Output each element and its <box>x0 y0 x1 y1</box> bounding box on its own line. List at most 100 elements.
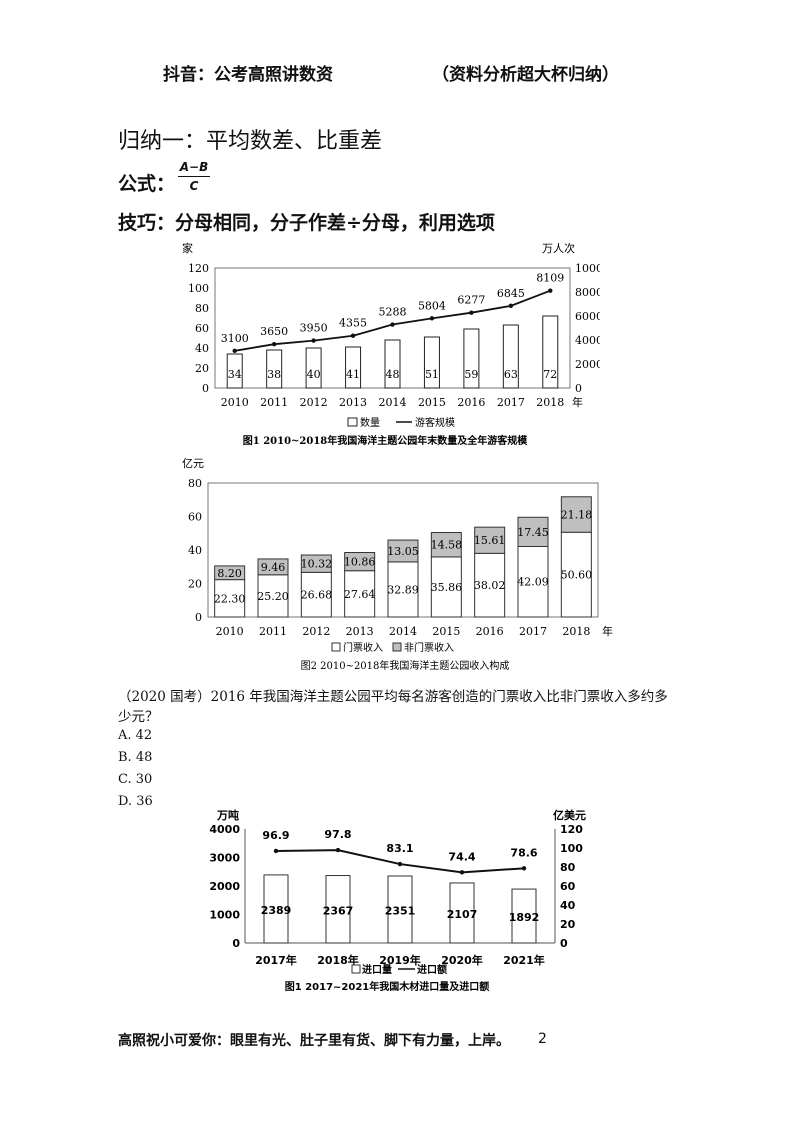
y-axis-label: 家 <box>182 241 193 255</box>
chart-revenue-composition: 亿元 0 20 40 60 80 22.30 8.20 2010 25.20 9.46 2011 26.… <box>182 457 613 672</box>
y-tick-label: 4000 <box>209 823 240 836</box>
bar <box>305 347 322 389</box>
formula-denominator: C <box>189 179 199 193</box>
legend-bar-swatch <box>347 417 358 427</box>
line-data-label: 6277 <box>457 294 485 307</box>
bar-data-label: 1892 <box>509 911 540 924</box>
line-point <box>397 861 403 867</box>
line-point <box>273 848 279 854</box>
legend-non-ticket-label: 非门票收入 <box>404 641 454 654</box>
x-tick-label: 2017 <box>519 625 547 638</box>
y2-tick-label: 20 <box>560 918 576 931</box>
bar <box>502 324 519 389</box>
line-data-label: 6845 <box>497 287 525 300</box>
chart-title: 图1 2010~2018年我国海洋主题公园年末数量及全年游客规模 <box>243 434 528 447</box>
non-ticket-data-label: 8.20 <box>217 567 242 580</box>
y2-axis-label: 亿美元 <box>553 808 586 822</box>
bar-ticket <box>430 556 462 618</box>
bar-data-label: 41 <box>346 368 360 381</box>
x-tick-label: 2018年 <box>317 953 359 967</box>
x-tick-label: 2019年 <box>379 953 421 967</box>
bar-non-ticket <box>214 565 246 581</box>
non-ticket-data-label: 21.18 <box>561 509 593 522</box>
x-tick-label: 2021年 <box>503 953 545 967</box>
line-point <box>335 847 341 853</box>
fraction-bar <box>178 176 210 177</box>
line-data-label: 3100 <box>221 332 249 345</box>
option-c: C. 30 <box>118 772 153 787</box>
bar-non-ticket <box>387 539 419 563</box>
line-point <box>429 316 435 321</box>
header-right: （资料分析超大杯归纳） <box>432 65 619 85</box>
x-unit-label: 年 <box>572 395 583 409</box>
ticket-data-label: 27.64 <box>344 588 376 601</box>
x-unit-label: 年 <box>602 624 613 638</box>
line-data-label: 3650 <box>260 325 288 338</box>
y2-tick-label: 6000 <box>575 310 600 323</box>
y-tick-label: 20 <box>195 362 209 375</box>
bar-ticket <box>517 545 549 618</box>
legend-bar-swatch <box>351 964 361 974</box>
x-tick-label: 2018 <box>562 625 590 638</box>
y-tick-label: 80 <box>195 302 209 315</box>
y-axis-label: 亿元 <box>182 457 204 470</box>
legend-line-label: 进口额 <box>417 963 447 976</box>
y2-tick-label: 80 <box>560 861 576 874</box>
non-ticket-data-label: 17.45 <box>517 526 549 539</box>
tip-text: 技巧：分母相同，分子作差÷分母，利用选项 <box>118 212 495 234</box>
y-tick-label: 3000 <box>209 852 240 865</box>
y2-tick-label: 4000 <box>575 334 600 347</box>
question-line2: 少元？ <box>118 709 159 725</box>
bar <box>511 888 537 944</box>
x-tick-label: 2015 <box>418 396 446 409</box>
line-data-label: 5804 <box>418 299 446 312</box>
y-tick-label: 0 <box>232 937 240 950</box>
formula-label: 公式： <box>118 173 176 195</box>
ticket-data-label: 22.30 <box>214 592 246 605</box>
formula-numerator: A−B <box>179 160 209 174</box>
y-tick-label: 80 <box>188 477 202 490</box>
ticket-data-label: 32.89 <box>387 583 419 596</box>
chart-title: 图2 2010~2018年我国海洋主题公园收入构成 <box>301 659 510 672</box>
y-tick-label: 60 <box>195 322 209 335</box>
bar-data-label: 59 <box>464 368 478 381</box>
line-data-label: 78.6 <box>510 846 537 859</box>
bar <box>387 875 413 944</box>
line-point <box>271 342 277 347</box>
line-point <box>508 303 514 309</box>
ticket-data-label: 35.86 <box>431 581 463 594</box>
legend-ticket-label: 门票收入 <box>343 641 383 654</box>
y2-tick-label: 120 <box>560 823 583 836</box>
x-tick-label: 2012 <box>300 396 328 409</box>
y2-tick-label: 100 <box>560 842 583 855</box>
line-point <box>459 870 465 875</box>
line-data-label: 3950 <box>300 322 328 335</box>
line-data-label: 96.9 <box>262 829 289 842</box>
x-tick-label: 2016 <box>476 625 504 638</box>
line-data-label: 5288 <box>379 306 407 319</box>
bar-data-label: 2367 <box>323 904 354 917</box>
bar <box>423 336 440 389</box>
line-data-label: 83.1 <box>386 842 413 855</box>
x-tick-label: 2015 <box>432 625 460 638</box>
bar-data-label: 40 <box>307 368 321 381</box>
header-left: 抖音：公考高照讲数资 <box>163 65 333 85</box>
y2-tick-label: 0 <box>575 382 582 395</box>
line-point <box>390 322 395 327</box>
line-point <box>521 866 527 871</box>
bar-ticket <box>257 574 289 618</box>
bar-non-ticket <box>517 516 549 547</box>
bar-data-label: 2107 <box>447 908 478 921</box>
ticket-data-label: 42.09 <box>517 576 549 589</box>
bar-non-ticket <box>344 552 376 572</box>
line-data-label: 97.8 <box>324 828 351 841</box>
footer-text: 高照祝小可爱你：眼里有光、肚子里有货、脚下有力量，上岸。 <box>118 1033 510 1049</box>
bar-data-label: 72 <box>543 368 557 381</box>
line-point <box>548 288 553 293</box>
y-tick-label: 40 <box>195 342 209 355</box>
non-ticket-data-label: 13.05 <box>387 545 419 558</box>
line-data-label: 8109 <box>536 272 564 285</box>
y-tick-label: 0 <box>195 611 202 624</box>
y-tick-label: 100 <box>188 282 209 295</box>
bar-non-ticket <box>560 496 592 533</box>
